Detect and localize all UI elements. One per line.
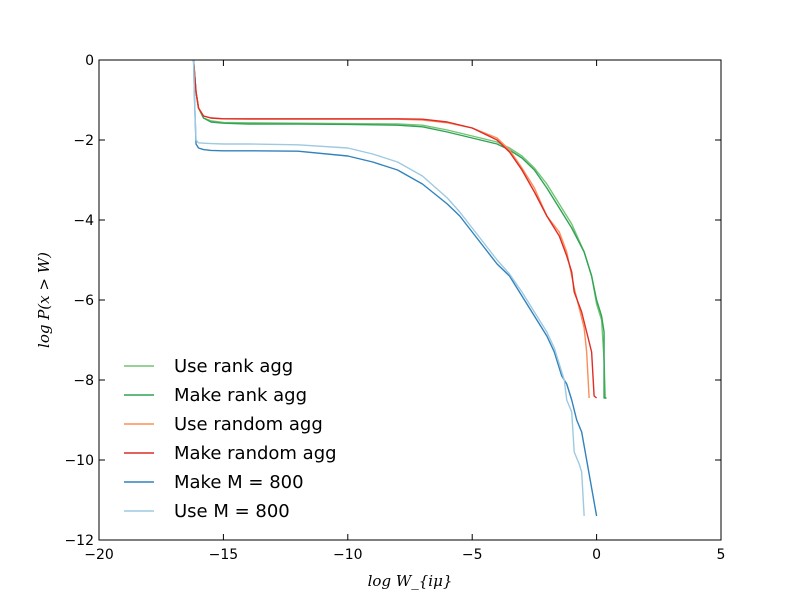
y-tick-label: −6	[73, 293, 94, 309]
x-tick-label: −20	[84, 547, 114, 563]
axis-ticks: −20 −15 −10 −5 0 5 0 −2 −4 −6 −8 −10 −12	[64, 53, 725, 563]
legend-label: Make M = 800	[174, 472, 304, 493]
legend-label: Use M = 800	[174, 501, 290, 522]
legend: Use rank agg Make rank agg Use random agg M…	[124, 356, 337, 522]
y-axis-label: log P(x > W)	[35, 252, 53, 348]
y-tick-label: −4	[73, 213, 94, 229]
series-line-6	[192, 59, 585, 517]
x-tick-label: −15	[209, 547, 239, 563]
series-layer	[192, 59, 607, 517]
series-line-4	[192, 59, 598, 399]
series-line-3	[192, 59, 590, 399]
x-tick-label: 0	[592, 547, 601, 563]
y-tick-label: −8	[73, 373, 94, 389]
plot-frame	[98, 59, 722, 541]
x-tick-label: −5	[462, 547, 483, 563]
legend-label: Use random agg	[174, 414, 323, 435]
x-tick-label: −10	[333, 547, 363, 563]
y-tick-label: −2	[73, 133, 94, 149]
legend-label: Make rank agg	[174, 385, 307, 406]
series-line-1	[192, 59, 607, 399]
y-tick-label: −10	[64, 453, 94, 469]
y-tick-label: 0	[85, 53, 94, 69]
x-axis-label: log W_{iμ}	[368, 572, 453, 590]
x-tick-label: 5	[717, 547, 726, 563]
y-tick-label: −12	[64, 533, 94, 549]
legend-label: Use rank agg	[174, 356, 293, 377]
series-line-5	[192, 59, 598, 517]
legend-label: Make random agg	[174, 443, 337, 464]
series-line-2	[192, 59, 607, 399]
